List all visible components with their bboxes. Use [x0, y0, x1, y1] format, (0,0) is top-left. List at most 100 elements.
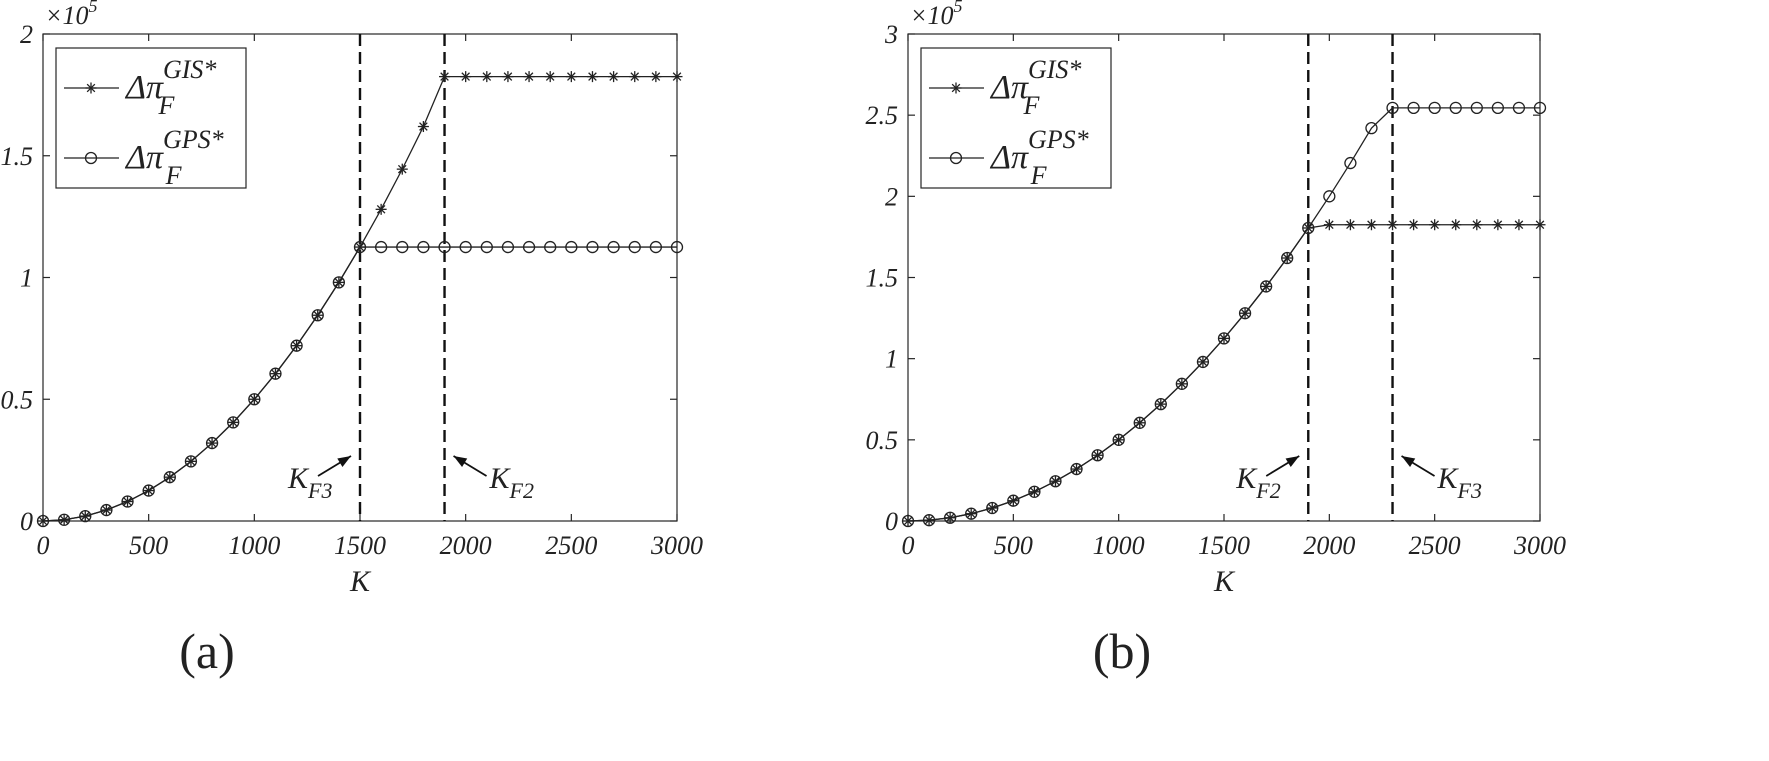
- data-point-circle: [1428, 101, 1441, 115]
- legend-label-superscript: GPS*: [1028, 125, 1089, 154]
- data-point-circle: [1259, 280, 1273, 293]
- star-stroke: [440, 72, 449, 81]
- data-point-circle: [184, 455, 198, 468]
- data-point-star: [481, 71, 493, 83]
- star-stroke: [672, 72, 682, 81]
- data-point-circle: [1386, 101, 1399, 115]
- data-point-circle: [1281, 251, 1294, 265]
- data-point-circle: [36, 514, 50, 528]
- star-stroke: [651, 72, 661, 81]
- legend-box: [55, 47, 247, 189]
- legend-label-superscript: GIS*: [163, 55, 216, 84]
- x-tick-label: 3000: [650, 531, 703, 560]
- data-point-circle: [501, 240, 515, 254]
- data-point-circle: [57, 513, 71, 526]
- y-scale-base: ×10: [910, 1, 954, 30]
- star-stroke: [1409, 220, 1418, 230]
- annotation-arrow-head: [1285, 456, 1300, 468]
- annotation-label-f2: KF2: [1235, 462, 1280, 503]
- annotation-label-f3: KF3: [1437, 462, 1482, 503]
- x-tick-label: 2500: [1409, 531, 1461, 560]
- data-point-circle: [374, 240, 388, 254]
- data-point-star: [1408, 219, 1420, 231]
- star-stroke: [588, 72, 597, 81]
- series-gps: [901, 101, 1547, 528]
- y-tick-label: 0.5: [1, 385, 34, 414]
- y-tick-label: 1.5: [866, 264, 899, 293]
- data-point-circle: [544, 240, 557, 254]
- x-tick-label: 2000: [440, 531, 492, 560]
- x-axis-title: K: [1213, 565, 1236, 598]
- data-point-circle: [1512, 101, 1526, 115]
- data-point-circle: [1365, 122, 1378, 135]
- data-point-star: [460, 71, 472, 83]
- data-point-circle: [311, 309, 324, 322]
- data-point-circle: [1449, 101, 1462, 115]
- data-point-circle: [1217, 332, 1231, 345]
- legend-entry-gis: ΔπGIS* F: [929, 55, 1081, 120]
- data-point-star: [417, 121, 429, 133]
- x-tick-label: 1500: [1198, 531, 1250, 560]
- data-point-circle: [1344, 156, 1357, 170]
- y-scale-base: ×10: [45, 1, 89, 30]
- data-point-circle: [522, 240, 536, 254]
- x-tick-label: 1000: [228, 531, 280, 560]
- data-point-circle: [649, 240, 663, 254]
- star-stroke: [1388, 220, 1397, 230]
- legend-entry-gis: ΔπGIS* F: [64, 55, 216, 120]
- data-point-star: [1323, 219, 1335, 231]
- annotation-arrow-head: [1401, 456, 1416, 468]
- x-tick-label: 1000: [1093, 531, 1145, 560]
- data-point-star: [502, 71, 514, 83]
- data-point-star: [586, 71, 598, 83]
- star-stroke: [545, 72, 555, 81]
- x-tick-label: 2500: [545, 531, 597, 560]
- y-scale-multiplier: ×105: [910, 0, 963, 30]
- legend-label-subscript: F: [1022, 91, 1040, 120]
- data-point-star: [396, 163, 408, 175]
- series-gps: [36, 240, 684, 528]
- data-point-circle: [1112, 433, 1125, 446]
- star-stroke: [1451, 220, 1461, 230]
- data-point-star: [608, 71, 620, 83]
- legend-entry-gps: ΔπGPS* F: [64, 125, 224, 190]
- data-point-star: [1450, 219, 1462, 231]
- annotation-label-main: K: [287, 462, 310, 495]
- data-point-circle: [1491, 101, 1505, 115]
- star-stroke: [630, 72, 640, 81]
- star-stroke: [567, 72, 576, 81]
- data-point-circle: [1407, 101, 1420, 115]
- data-point-circle: [1302, 221, 1315, 235]
- x-tick-label: 3000: [1513, 531, 1566, 560]
- data-point-circle: [1323, 190, 1336, 203]
- series-line: [42, 246, 677, 522]
- data-point-circle: [965, 507, 978, 520]
- data-point-circle: [1091, 449, 1104, 462]
- star-stroke: [1430, 220, 1439, 230]
- data-point-star: [1429, 219, 1441, 231]
- legend-marker-star: [86, 83, 96, 93]
- y-tick-label: 0: [885, 507, 898, 536]
- legend-label-superscript: GPS*: [163, 125, 224, 154]
- legend-label-main: Δπ: [124, 69, 164, 106]
- data-point-circle: [417, 240, 430, 254]
- legend-label: ΔπGPS* F: [124, 125, 224, 190]
- data-point-star: [544, 71, 556, 83]
- data-point-star: [1492, 219, 1504, 231]
- data-point-circle: [1007, 494, 1020, 507]
- y-tick-label: 3: [884, 20, 898, 49]
- data-point-star: [650, 71, 662, 83]
- y-tick-label: 2: [20, 20, 33, 49]
- y-tick-label: 1: [20, 264, 33, 293]
- data-point-circle: [586, 240, 599, 254]
- panels: 0 500 1000 1500 2000 2500 300000.511.52×105KKF…: [1, 0, 1567, 679]
- star-stroke: [524, 72, 534, 81]
- data-point-circle: [1070, 462, 1083, 476]
- data-point-star: [1471, 219, 1483, 231]
- annotation-label-main: K: [489, 462, 512, 495]
- data-point-circle: [922, 514, 936, 527]
- data-point-circle: [670, 240, 684, 254]
- legend-label-main: Δπ: [989, 139, 1029, 176]
